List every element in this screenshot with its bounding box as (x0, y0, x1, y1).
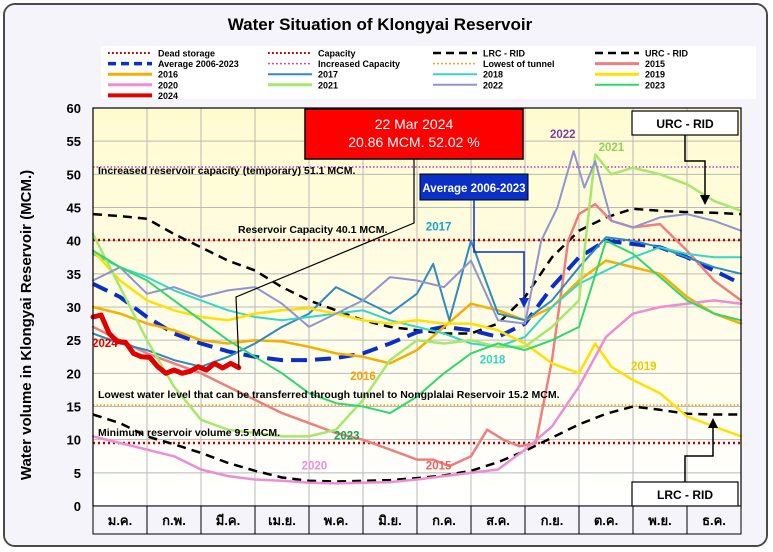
x-tick-label: เม.ย. (268, 513, 296, 528)
series-label: 2024 (92, 338, 118, 350)
series-label: 2022 (550, 129, 576, 141)
legend-label: Dead storage (158, 49, 215, 59)
y-tick-label: 35 (67, 267, 81, 282)
annotations: 22 Mar 2024 20.86 MCM. 52.02 % Average 200… (235, 108, 739, 507)
series-label: 2019 (631, 361, 657, 373)
chart-svg: Water Situation of Klongyai Reservoir De… (5, 5, 766, 545)
legend-label: 2016 (158, 70, 178, 80)
current-value-box (304, 108, 524, 160)
series-line-2024 (90, 312, 242, 376)
legend-label: Capacity (318, 49, 356, 59)
series-line-2023 (92, 239, 742, 415)
series-line-2020 (91, 299, 743, 485)
urc-label: URC - RID (656, 117, 714, 131)
y-tick-label: 30 (67, 300, 81, 315)
reference-label: Reservoir Capacity 40.1 MCM. (238, 224, 387, 236)
legend-label: 2022 (483, 80, 503, 90)
y-tick-label: 55 (67, 134, 81, 149)
y-tick-label: 25 (67, 333, 81, 348)
legend-label: 2018 (483, 70, 503, 80)
series-line-2022 (92, 150, 742, 328)
legend-label: 2020 (158, 80, 178, 90)
series-label: 2021 (599, 142, 625, 154)
legend-label: 2015 (645, 59, 665, 69)
series-label: 2016 (350, 371, 376, 383)
series-line-average-2006-2023 (92, 238, 742, 363)
y-tick-label: 10 (67, 433, 81, 448)
series-line-2021 (91, 153, 743, 438)
x-tick-label: ต.ค. (594, 513, 618, 528)
y-tick-label: 50 (67, 167, 81, 182)
current-date: 22 Mar 2024 (375, 116, 454, 132)
series (90, 150, 743, 485)
chart-frame: Water Situation of Klongyai Reservoir De… (3, 3, 768, 547)
urc-arrow-head (700, 195, 710, 205)
legend-label: 2023 (645, 80, 665, 90)
y-tick-label: 5 (74, 466, 81, 481)
legend-label: Average 2006-2023 (158, 59, 239, 69)
x-tick-label: พ.ย. (648, 513, 671, 528)
chart-title: Water Situation of Klongyai Reservoir (228, 15, 533, 34)
axes: 0 5 10 15 20 25 30 35 40 45 50 55 60 ม.ค. ก.พ. มี.ค. เม.… (67, 101, 742, 535)
series-line-lrc-rid (92, 405, 741, 483)
legend-box (101, 46, 756, 99)
legend-label: 2021 (318, 80, 338, 90)
urc-leader-line (684, 135, 706, 201)
series-label: 2017 (426, 222, 452, 234)
x-tick-label: ม.ค. (108, 513, 133, 528)
legend-label: 2017 (318, 70, 338, 80)
series-line-2019 (91, 249, 743, 438)
x-tick-label: ธ.ค. (702, 513, 726, 528)
y-tick-label: 20 (67, 366, 81, 381)
x-tick-label: ก.ค. (432, 513, 456, 528)
series-line-2018 (92, 246, 742, 348)
current-leader-line (235, 159, 415, 368)
legend-label: 2019 (645, 70, 665, 80)
y-tick-label: 15 (67, 400, 81, 415)
current-value: 20.86 MCM. 52.02 % (348, 134, 480, 150)
x-tick-label: ก.พ. (162, 513, 186, 528)
x-tick-label: มี.ค. (216, 513, 241, 528)
x-tick-label: มิ.ย. (378, 513, 401, 528)
legend-label: 2024 (158, 91, 178, 101)
x-tick-label: ส.ค. (486, 513, 510, 528)
series-label: 2015 (426, 461, 452, 473)
series-line-2017 (92, 236, 742, 368)
reference-label: Lowest water level that can be transferr… (98, 389, 560, 401)
series-label: 2023 (334, 431, 360, 443)
legend-label: Lowest of tunnel (483, 59, 555, 69)
series-label: 2018 (480, 354, 506, 366)
reference-label: Increased reservoir capacity (temporary)… (98, 165, 355, 177)
lrc-arrow-head (708, 418, 718, 428)
y-tick-label: 45 (67, 201, 81, 216)
series-labels: Minimum reservoir volume 9.5 MCM. Reservo… (92, 129, 657, 473)
reference-label: Minimum reservoir volume 9.5 MCM. (98, 427, 280, 439)
lrc-leader-line (684, 424, 714, 482)
series-line-2016 (91, 259, 743, 365)
series-label: 2020 (302, 461, 328, 473)
x-tick-label: พ.ค. (324, 513, 349, 528)
average-arrow-head (519, 298, 529, 308)
legend-label: Increased Capacity (318, 59, 400, 69)
y-tick-label: 60 (67, 101, 81, 116)
average-label: Average 2006-2023 (422, 183, 525, 195)
legend-label: LRC - RID (483, 49, 525, 59)
lrc-label: LRC - RID (657, 488, 713, 502)
urc-label-box (631, 110, 739, 136)
y-tick-label: 0 (74, 499, 81, 514)
legend: Dead storage Capacity LRC - RID URC - RID Av… (101, 46, 756, 101)
x-tick-label: ก.ย. (541, 513, 564, 528)
y-tick-label: 40 (67, 234, 81, 249)
legend-label: URC - RID (645, 49, 688, 59)
y-axis-label: Water volume in Klongyai Reservoir (MCM.… (18, 170, 35, 480)
lrc-label-box (631, 481, 739, 507)
average-leader-line (473, 200, 525, 305)
